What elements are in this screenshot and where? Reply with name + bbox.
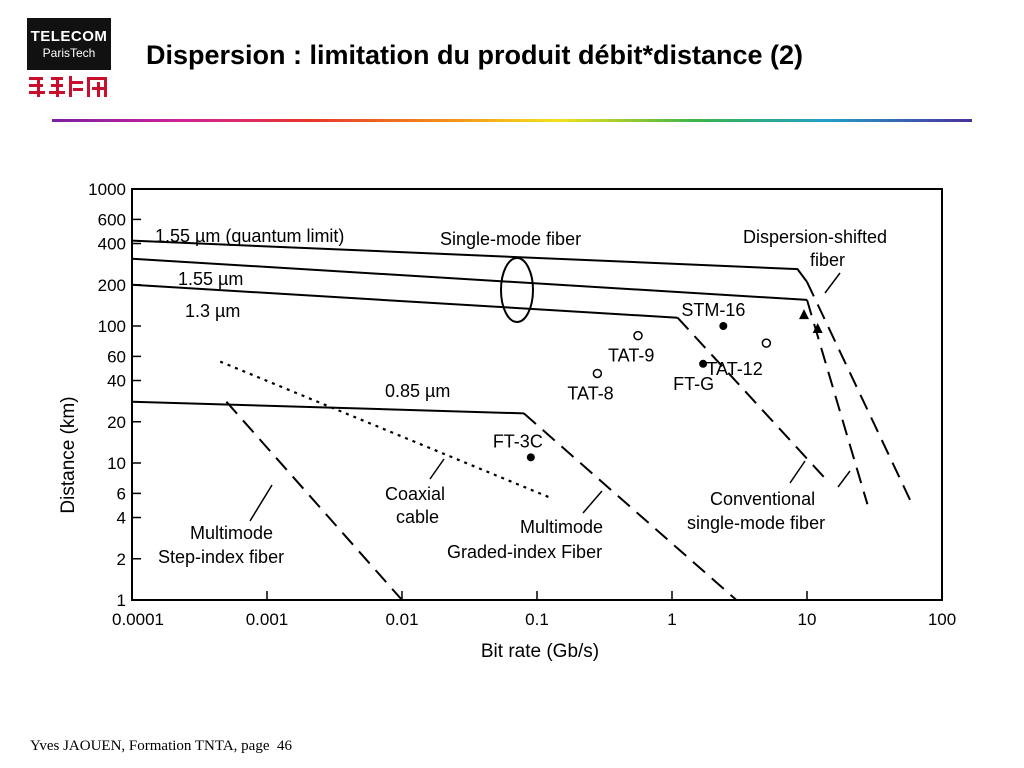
- system-marker: [699, 359, 708, 368]
- telecom-paristech-logo: TELECOM ParisTech: [27, 18, 111, 98]
- x-tick-label: 0.1: [525, 610, 549, 629]
- y-tick-label: 6: [117, 484, 126, 503]
- system-label: TAT-8: [567, 384, 613, 404]
- y-tick-label: 100: [98, 317, 126, 336]
- arrow-conventional-2: [837, 470, 851, 488]
- x-axis-label: Bit rate (Gb/s): [481, 641, 599, 662]
- series-line-qlimit: [131, 239, 808, 283]
- annotation-graded-line-2: Graded-index Fiber: [447, 542, 602, 562]
- arrow-conventional-1: [789, 460, 806, 484]
- system-label: FT-G: [673, 374, 714, 394]
- y-tick-label: 4: [117, 509, 126, 528]
- single-mode-ellipse: [500, 257, 534, 323]
- y-tick-label: 2: [117, 550, 126, 569]
- annotation-conventional-line-2: single-mode fiber: [687, 513, 825, 533]
- slide-title: Dispersion : limitation du produit débit…: [146, 40, 804, 70]
- series-line-sm155: [131, 257, 808, 301]
- footer-author: Yves JAOUEN, Formation TNTA, page: [30, 738, 270, 754]
- rainbow-divider: [52, 119, 972, 122]
- annotation-step-line-2: Step-index fiber: [158, 547, 284, 567]
- series-line-step: [225, 401, 403, 601]
- series-line-graded: [523, 412, 738, 601]
- system-label: TAT-9: [608, 346, 654, 366]
- system-marker-triangle: [798, 309, 809, 320]
- annotation-conventional-line-1: Conventional: [710, 489, 815, 509]
- system-marker: [761, 338, 772, 348]
- y-tick-label: 200: [98, 276, 126, 295]
- system-marker: [633, 330, 643, 341]
- y-tick-label: 10: [107, 454, 126, 473]
- series-line-sm13: [131, 283, 678, 319]
- y-tick-label: 400: [98, 235, 126, 254]
- system-marker: [526, 453, 535, 462]
- x-tick-label: 0.001: [246, 610, 289, 629]
- series-line-mm085: [131, 400, 524, 415]
- x-tick-label: 1: [667, 610, 676, 629]
- series-line-smf_conv: [676, 317, 828, 481]
- system-label: STM-16: [681, 300, 745, 320]
- annotation-850nm: 0.85 µm: [385, 381, 450, 401]
- annotation-dsf-line-1: Dispersion-shifted: [743, 227, 887, 247]
- logo-wordmark: TELECOM ParisTech: [27, 18, 111, 70]
- x-tick-label: 100: [928, 610, 956, 629]
- annotation-coaxial-line-2: cable: [396, 507, 439, 527]
- system-label: FT-3C: [493, 431, 543, 451]
- annotation-coaxial-line-1: Coaxial: [385, 484, 445, 504]
- y-axis-label: Distance (km): [58, 396, 79, 513]
- slide-footer: Yves JAOUEN, Formation TNTA, page 46: [30, 738, 292, 755]
- dispersion-chart: Distance (km) Bit rate (Gb/s) 1.55 µm (q…: [58, 180, 956, 662]
- system-label: TAT-12: [706, 359, 762, 379]
- y-tick-label: 600: [98, 210, 126, 229]
- x-tick-label: 0.01: [385, 610, 418, 629]
- series-line-dsf_inner: [806, 299, 869, 505]
- annotation-1550nm: 1.55 µm: [178, 269, 243, 289]
- system-marker: [592, 368, 603, 379]
- arrow-coaxial: [429, 458, 445, 480]
- y-tick-label: 20: [107, 413, 126, 432]
- annotation-1300nm: 1.3 µm: [185, 301, 240, 321]
- y-tick-label: 40: [107, 372, 126, 391]
- logo-line-2: ParisTech: [42, 46, 96, 60]
- y-tick-label: 1000: [88, 180, 126, 199]
- annotation-graded-line-1: Multimode: [520, 517, 603, 537]
- y-tick-label: 60: [107, 347, 126, 366]
- x-tick-label: 10: [798, 610, 817, 629]
- y-tick-label: 1: [117, 591, 126, 610]
- annotation-quantum-limit: 1.55 µm (quantum limit): [155, 226, 344, 246]
- series-line-dsf: [806, 281, 914, 505]
- system-marker-triangle: [812, 323, 823, 334]
- annotation-step-line-1: Multimode: [190, 523, 273, 543]
- arrow-graded: [582, 490, 603, 514]
- arrow-dsf: [824, 272, 841, 294]
- annotation-single-mode-fiber: Single-mode fiber: [440, 229, 581, 249]
- system-marker: [719, 322, 728, 330]
- x-tick-label: 0.0001: [112, 610, 164, 629]
- arrow-step: [249, 484, 273, 522]
- logo-emblem-icon: [29, 76, 107, 97]
- footer-page-number: 46: [277, 738, 292, 754]
- annotation-dsf-line-2: fiber: [810, 250, 845, 270]
- logo-line-1: TELECOM: [30, 28, 108, 45]
